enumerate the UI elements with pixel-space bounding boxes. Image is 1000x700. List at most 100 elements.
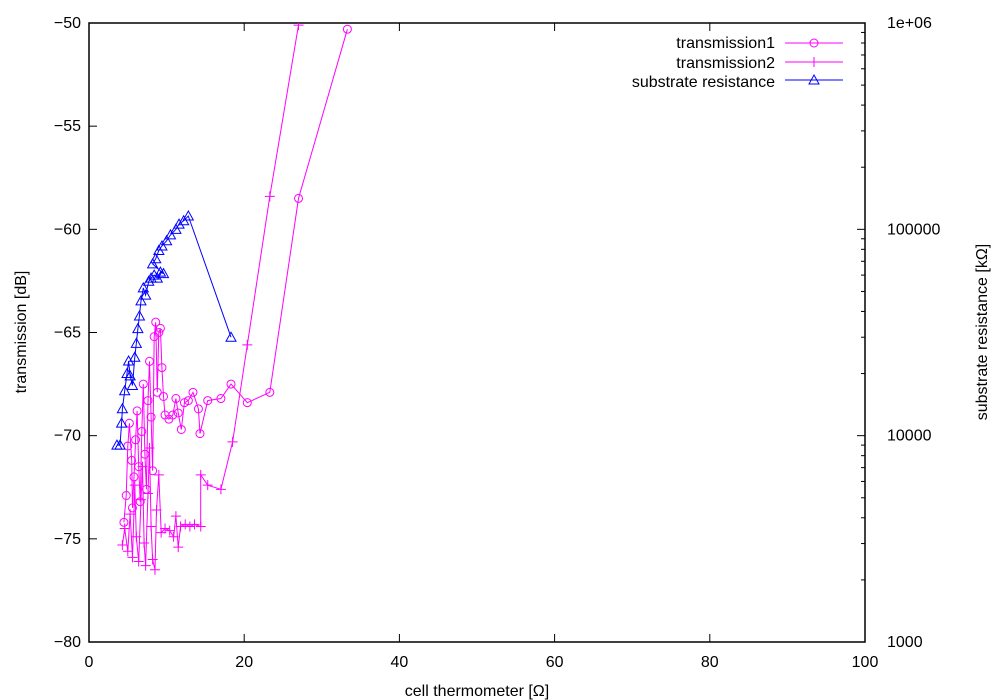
y2-tick-label: 1000 [887, 634, 923, 651]
data-point [225, 331, 237, 342]
data-point [142, 275, 155, 286]
series-transmission1 [119, 24, 352, 527]
data-point [115, 417, 128, 428]
data-point [135, 497, 145, 507]
legend-label-transmission1: transmission1 [676, 35, 775, 52]
y-tick-label: −65 [54, 325, 81, 342]
data-point [195, 469, 206, 480]
y2-axis-title: substrate resistance [kΩ] [974, 244, 991, 420]
data-point [173, 542, 184, 553]
data-point [175, 521, 186, 532]
data-point [135, 294, 147, 306]
data-point [154, 266, 167, 277]
data-point [147, 554, 158, 565]
data-point [143, 396, 153, 406]
data-point [137, 281, 150, 293]
data-point [227, 436, 238, 447]
data-point [242, 339, 253, 350]
data-point [133, 556, 144, 567]
y-tick-label: −80 [54, 634, 81, 651]
data-point [265, 387, 275, 397]
x-axis-title: cell thermometer [Ω] [405, 683, 549, 700]
data-point [203, 396, 213, 406]
data-point [119, 517, 129, 527]
data-point [124, 369, 136, 381]
legend: transmission1 transmission2 substrate re… [632, 35, 843, 91]
data-point [145, 356, 155, 366]
data-point [170, 223, 182, 234]
plot-frame [88, 22, 866, 643]
data-point [342, 24, 352, 34]
data-point [117, 540, 128, 551]
y-tick-label: −75 [54, 531, 81, 548]
y-tick-label: −70 [54, 428, 81, 445]
data-point [146, 521, 157, 532]
data-point [151, 504, 162, 515]
data-point [132, 406, 142, 416]
data-point [146, 257, 159, 269]
data-point [135, 494, 146, 505]
data-point [156, 240, 168, 251]
data-point [114, 439, 126, 450]
data-point [164, 525, 175, 536]
legend-marker-transmission2 [809, 57, 819, 67]
data-point [152, 387, 162, 397]
data-point [132, 322, 144, 334]
data-point [137, 461, 148, 472]
data-point [264, 191, 275, 202]
data-point [131, 435, 141, 445]
data-point [184, 521, 195, 532]
data-point [154, 328, 164, 337]
data-point [173, 408, 183, 418]
legend-label-substrate-resistance: substrate resistance [632, 74, 775, 91]
ticks-layer: 0 20 40 60 80 100 −80 −75 −70 −65 −60 −55 −50 1000 100… [54, 15, 941, 671]
series-layer [111, 23, 352, 575]
data-point [142, 488, 153, 499]
x-tick-label: 40 [391, 654, 409, 671]
data-point [116, 402, 129, 414]
data-point [171, 394, 181, 404]
y2-tick-label: 100000 [887, 221, 940, 238]
data-point [124, 418, 134, 428]
data-point [294, 193, 304, 203]
data-point [170, 511, 181, 522]
data-point [127, 455, 137, 465]
data-point [189, 519, 200, 530]
legend-marker-substrate-resistance [808, 73, 820, 85]
data-point [242, 398, 252, 408]
data-point [215, 484, 226, 495]
data-point [180, 519, 191, 530]
data-point [176, 424, 186, 434]
x-tick-label: 60 [546, 654, 564, 671]
series-line [121, 25, 299, 570]
data-point [122, 546, 133, 557]
data-point [121, 491, 131, 501]
x-tick-label: 100 [852, 654, 879, 671]
data-point [155, 323, 165, 333]
data-point [145, 272, 157, 283]
data-point [121, 367, 133, 379]
y-axis-title: transmission [dB] [13, 271, 30, 394]
data-point [182, 210, 195, 221]
data-point [188, 387, 198, 397]
data-point [160, 523, 171, 534]
data-point [149, 252, 162, 264]
legend-marker-transmission1 [809, 38, 819, 48]
data-point [129, 480, 140, 491]
y-tick-label: −55 [54, 118, 81, 135]
data-point [168, 531, 179, 542]
y-tick-label: −60 [54, 221, 81, 238]
data-point [164, 228, 177, 240]
x-tick-label: 20 [235, 654, 253, 671]
data-point [140, 560, 151, 571]
x-tick-label: 0 [85, 654, 94, 671]
data-point [149, 564, 160, 575]
y2-tick-label: 10000 [887, 428, 932, 445]
data-point [139, 289, 152, 300]
data-point [158, 391, 168, 401]
data-point [226, 379, 236, 389]
series-transmission2 [117, 23, 304, 575]
legend-label-transmission2: transmission2 [676, 55, 775, 72]
data-point [195, 429, 205, 439]
data-point [138, 379, 148, 389]
